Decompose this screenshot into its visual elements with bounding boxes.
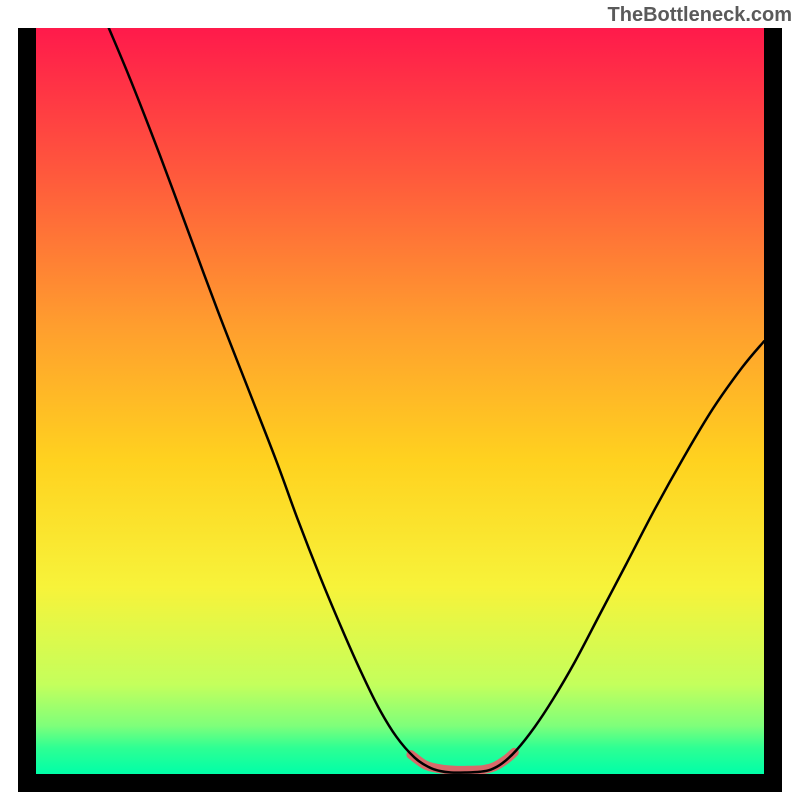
bottleneck-curve (109, 28, 764, 773)
chart-container: TheBottleneck.com (0, 0, 800, 800)
curve-layer (36, 28, 764, 774)
watermark-text: TheBottleneck.com (608, 4, 792, 27)
plot-frame (18, 28, 782, 792)
optimal-band (411, 752, 514, 770)
plot-area (36, 28, 764, 774)
